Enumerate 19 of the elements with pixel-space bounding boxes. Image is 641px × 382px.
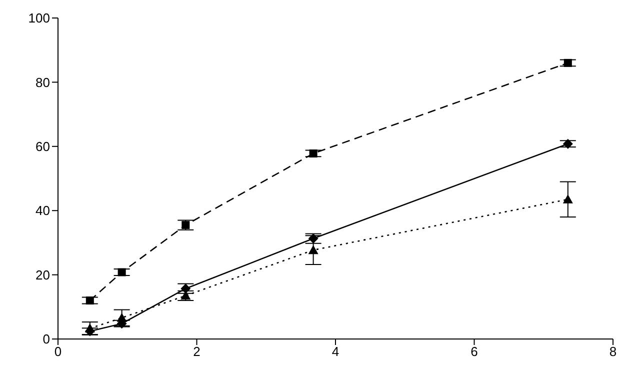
point <box>182 221 190 230</box>
x-tick-label: 6 <box>470 344 478 360</box>
x-tick-label: 8 <box>609 344 617 360</box>
y-tick-label: 40 <box>36 203 50 218</box>
y-tick-label: 80 <box>36 74 50 90</box>
y-tick-label: 20 <box>36 267 50 282</box>
point <box>308 245 318 254</box>
point <box>564 58 572 67</box>
point <box>309 149 318 158</box>
x-tick-label: 4 <box>332 344 340 360</box>
point <box>562 194 573 204</box>
point <box>118 268 126 276</box>
x-tick-label: 2 <box>193 344 200 360</box>
y-tick-label: 0 <box>42 332 50 347</box>
point <box>86 296 94 304</box>
x-tick-label: 0 <box>54 344 62 360</box>
y-tick-label: 60 <box>36 139 50 154</box>
y-tick-label: 100 <box>28 10 50 26</box>
point <box>562 138 573 149</box>
